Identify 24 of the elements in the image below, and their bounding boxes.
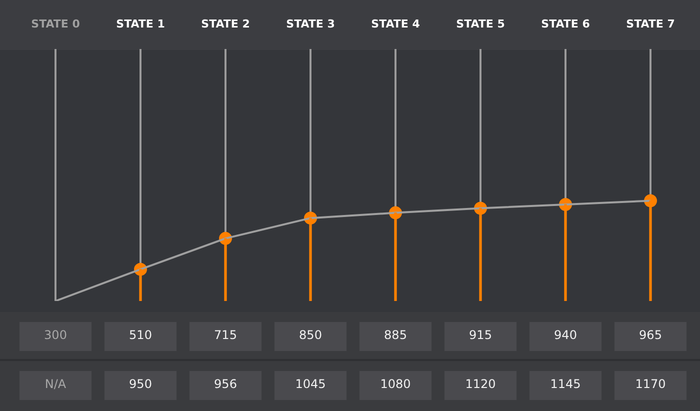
x-tick-label: STATE 3: [286, 17, 335, 30]
x-tick-label: STATE 0: [31, 17, 80, 30]
x-tick-label: STATE 6: [541, 17, 590, 30]
x-tick-label: STATE 7: [626, 17, 675, 30]
text: N/A: [44, 377, 67, 392]
x-tick-label: STATE 5: [456, 17, 505, 30]
text: 1120: [465, 377, 496, 392]
text: 1145: [550, 377, 581, 392]
data-label: 715: [214, 328, 237, 342]
text: 950: [129, 377, 152, 392]
data-label: 885: [384, 328, 407, 342]
data-label: 940: [554, 328, 577, 342]
data-label: 300: [44, 328, 67, 342]
text: 956: [214, 377, 237, 392]
data-label: 915: [469, 328, 492, 342]
data-label: 510: [129, 328, 152, 342]
data-label: 965: [639, 328, 662, 342]
data-label: 850: [299, 328, 322, 342]
x-tick-label: STATE 1: [116, 17, 165, 30]
text: 1045: [295, 377, 326, 392]
text: 1080: [380, 377, 411, 392]
x-tick-label: STATE 2: [201, 17, 250, 30]
text: 1170: [635, 377, 666, 392]
x-tick-label: STATE 4: [371, 17, 420, 30]
